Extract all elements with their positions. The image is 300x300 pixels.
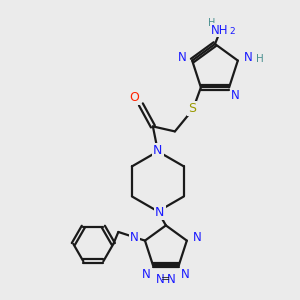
Text: N: N: [193, 231, 202, 244]
Text: N: N: [130, 231, 139, 244]
Text: NH: NH: [211, 23, 229, 37]
Text: H: H: [256, 55, 263, 64]
Text: S: S: [188, 102, 196, 115]
Text: N: N: [231, 89, 239, 102]
Text: =: =: [161, 274, 171, 284]
Text: N: N: [155, 206, 165, 219]
Text: N: N: [153, 144, 163, 157]
Text: 2: 2: [229, 28, 235, 37]
Text: N: N: [155, 273, 164, 286]
Text: N: N: [244, 51, 253, 64]
Text: N: N: [142, 268, 151, 281]
Text: N: N: [178, 51, 187, 64]
Text: O: O: [129, 91, 139, 104]
Text: H: H: [208, 18, 216, 28]
Text: N: N: [181, 268, 190, 281]
Text: N: N: [167, 273, 175, 286]
